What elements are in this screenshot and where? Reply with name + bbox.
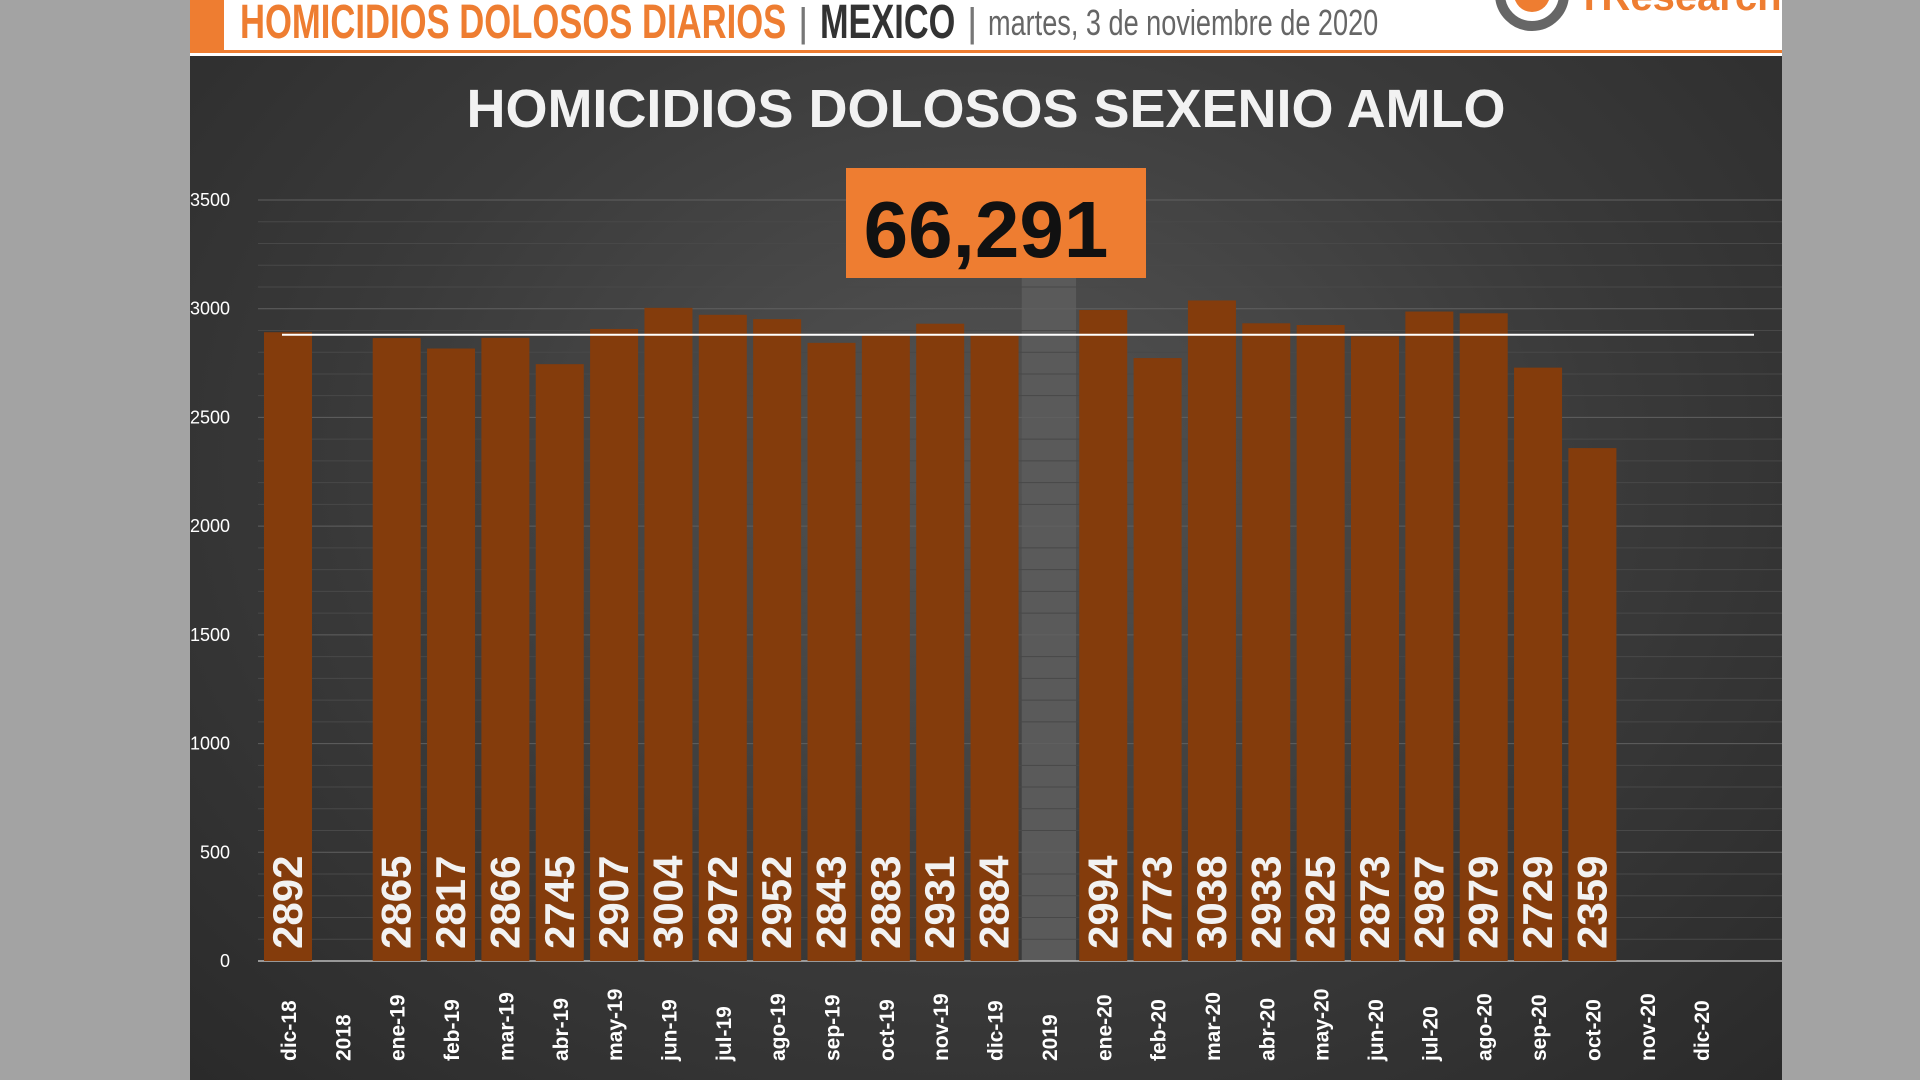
header-country: MEXICO	[820, 0, 956, 49]
data-label: 2979	[1460, 856, 1507, 949]
bar	[535, 364, 584, 961]
x-tick-label: may-19	[604, 989, 627, 1061]
bar	[1351, 336, 1399, 961]
data-label: 2933	[1242, 856, 1289, 949]
bar	[644, 307, 693, 961]
x-tick-label: jul-20	[1419, 1006, 1442, 1062]
data-label: 3038	[1188, 856, 1235, 949]
data-label: 2892	[264, 856, 311, 949]
x-tick-label: 2019	[1039, 1014, 1062, 1061]
data-label: 2994	[1079, 855, 1126, 949]
x-tick-label: feb-20	[1148, 999, 1171, 1061]
y-tick-label: 3000	[190, 299, 230, 319]
x-tick-label: jul-19	[713, 1006, 736, 1062]
data-label: 2359	[1568, 856, 1615, 949]
data-label: 2817	[427, 856, 474, 949]
bar	[916, 323, 965, 961]
y-tick-label: 3500	[190, 190, 230, 210]
svg-text:TResearch: TResearch	[1577, 0, 1782, 19]
y-tick-label: 1500	[190, 625, 230, 645]
data-label: 3004	[644, 855, 691, 949]
y-tick-label: 0	[220, 951, 230, 971]
header-title: HOMICIDIOS DOLOSOS DIARIOS | MEXICO | ma…	[190, 0, 1450, 50]
logo-icon: TResearch	[1495, 0, 1782, 31]
infographic-panel: HOMICIDIOS DOLOSOS DIARIOS | MEXICO | ma…	[190, 0, 1782, 1080]
bar	[427, 348, 476, 961]
bar	[1296, 325, 1345, 961]
bar	[590, 328, 639, 961]
header-accent-block	[190, 0, 224, 50]
y-tick-label: 2500	[190, 407, 230, 427]
header-banner: HOMICIDIOS DOLOSOS DIARIOS | MEXICO | ma…	[190, 0, 1782, 53]
bar	[698, 314, 747, 962]
data-label: 2972	[699, 856, 746, 949]
x-tick-label: dic-20	[1691, 1000, 1714, 1061]
bar	[1568, 448, 1617, 961]
bar	[481, 337, 530, 961]
separator: |	[967, 1, 978, 45]
data-label: 2952	[753, 856, 800, 949]
separator: |	[798, 1, 809, 45]
bar	[970, 333, 1019, 961]
data-label: 2729	[1514, 856, 1561, 949]
x-tick-label: 2018	[332, 1014, 355, 1061]
chart-title: HOMICIDIOS DOLOSOS SEXENIO AMLO	[466, 79, 1505, 139]
bar	[1133, 358, 1182, 961]
data-label: 2931	[916, 856, 963, 949]
data-label: 2866	[481, 856, 528, 949]
bar	[1459, 313, 1508, 961]
x-tick-label: jun-20	[1365, 999, 1388, 1062]
x-tick-label: dic-19	[985, 1000, 1008, 1061]
bar	[861, 334, 910, 961]
total-value: 66,291	[864, 185, 1109, 274]
x-tick-label: dic-18	[278, 1000, 301, 1061]
x-tick-label: ago-19	[767, 993, 790, 1061]
header-main-title: HOMICIDIOS DOLOSOS DIARIOS	[240, 0, 787, 49]
x-tick-label: ago-20	[1474, 993, 1497, 1061]
x-tick-label: feb-19	[441, 999, 464, 1061]
x-tick-label: nov-19	[930, 993, 953, 1061]
data-label: 2773	[1134, 856, 1181, 949]
data-label: 2925	[1297, 856, 1344, 949]
bar	[372, 338, 421, 961]
bar	[1079, 310, 1128, 961]
x-tick-label: abr-20	[1256, 998, 1279, 1061]
x-tick-label: jun-19	[658, 999, 681, 1062]
data-label: 2884	[971, 855, 1018, 949]
x-tick-label: sep-19	[822, 994, 845, 1061]
header-date: martes, 3 de noviembre de 2020	[988, 2, 1379, 43]
y-tick-label: 2000	[190, 516, 230, 536]
data-label: 2865	[373, 856, 420, 949]
x-tick-label: abr-19	[550, 998, 573, 1061]
bar	[1242, 323, 1291, 962]
x-tick-label: mar-20	[1202, 992, 1225, 1061]
x-tick-label: ene-19	[387, 994, 410, 1061]
data-label: 2987	[1405, 856, 1452, 949]
bar	[1187, 300, 1236, 961]
bar	[807, 342, 856, 961]
chart-area: 0 500 1000 1500 2000 2500 3000 3500 HOMICIDIOS D…	[190, 56, 1782, 1080]
x-tick-label: oct-19	[876, 999, 899, 1061]
total-box	[846, 168, 1146, 278]
x-tick-label: mar-19	[495, 992, 518, 1061]
bar	[753, 319, 802, 961]
y-tick-label: 500	[200, 842, 230, 862]
logo: TResearch	[1462, 0, 1782, 46]
bar	[264, 332, 312, 962]
y-tick-label: 1000	[190, 734, 230, 754]
x-tick-label: may-20	[1311, 989, 1334, 1061]
data-label: 2745	[536, 856, 583, 949]
data-label: 2843	[808, 856, 855, 949]
data-label: 2907	[590, 856, 637, 949]
bar	[1405, 311, 1454, 961]
x-tick-label: nov-20	[1637, 993, 1660, 1061]
data-label: 2873	[1351, 856, 1398, 949]
x-tick-label: sep-20	[1528, 994, 1551, 1061]
x-tick-label: ene-20	[1093, 994, 1116, 1061]
data-label: 2883	[862, 856, 909, 949]
x-tick-label: oct-20	[1582, 999, 1605, 1061]
bar-chart: 0 500 1000 1500 2000 2500 3000 3500 HOMICIDIOS D…	[190, 79, 1782, 1062]
year-separator-band	[1021, 200, 1077, 961]
bar	[1514, 367, 1563, 961]
